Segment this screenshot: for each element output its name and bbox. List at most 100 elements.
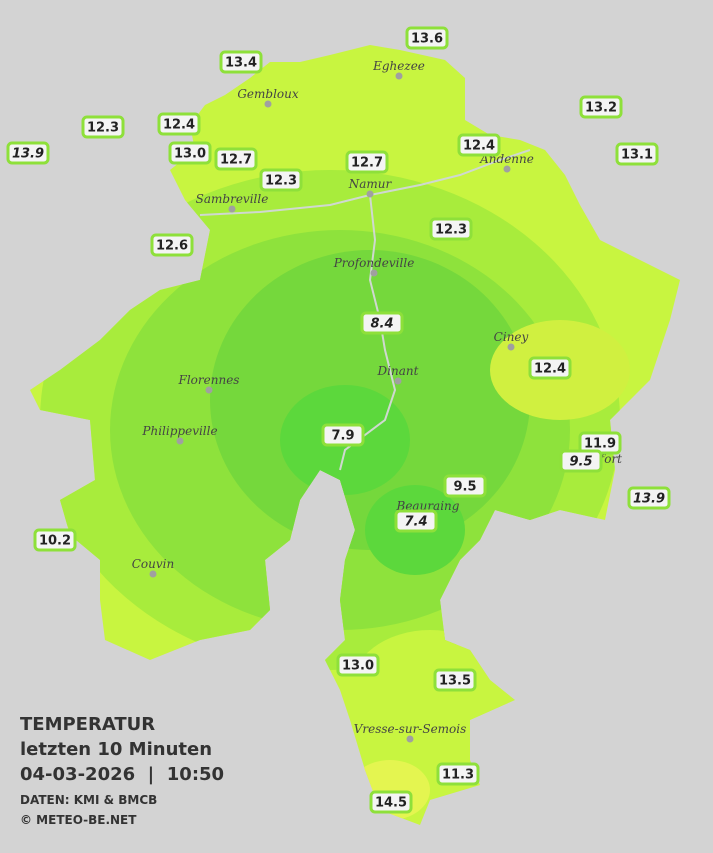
station: 9.5 — [443, 474, 487, 498]
station-box — [433, 668, 477, 692]
station: 12.3 — [429, 217, 473, 241]
station: 12.6 — [150, 233, 194, 257]
station-value: 12.3 — [265, 174, 297, 189]
legend-copyright: © METEO-BE.NET — [20, 813, 137, 827]
station-box — [360, 311, 404, 335]
station-box — [579, 95, 623, 119]
river — [199, 149, 531, 216]
station-value: 11.3 — [442, 768, 474, 783]
station-value: 12.4 — [463, 139, 495, 154]
station-box — [6, 141, 50, 165]
station-value: 12.7 — [351, 156, 383, 171]
station-box — [321, 423, 365, 447]
station-value: 9.5 — [569, 455, 592, 470]
station-value: 12.6 — [156, 239, 188, 254]
station-value: 13.9 — [633, 492, 665, 507]
station-value: 13.2 — [585, 101, 617, 116]
station: 12.4 — [528, 356, 572, 380]
station-box — [150, 233, 194, 257]
station: 13.6 — [405, 26, 449, 50]
station-box — [157, 112, 201, 136]
station-box — [369, 790, 413, 814]
station-box — [615, 142, 659, 166]
legend-title: TEMPERATUR — [20, 714, 155, 735]
station: 12.7 — [345, 150, 389, 174]
station-value: 8.4 — [370, 317, 393, 332]
city-label: Profondeville — [333, 256, 415, 270]
station: 7.9 — [321, 423, 365, 447]
station: 12.7 — [214, 147, 258, 171]
station-box — [33, 528, 77, 552]
city-label: Dinant — [377, 364, 419, 378]
station-box — [345, 150, 389, 174]
station-value: 12.4 — [534, 362, 566, 377]
station: 10.2 — [33, 528, 77, 552]
station-box — [259, 168, 303, 192]
city-label: Ciney — [494, 330, 529, 344]
station-box — [429, 217, 473, 241]
city-label: Namur — [348, 177, 393, 191]
city-dot — [394, 377, 402, 385]
station: 13.4 — [219, 50, 263, 74]
city-dot — [507, 343, 515, 351]
city-label: Vresse-sur-Semois — [354, 722, 467, 736]
station-box — [405, 26, 449, 50]
station: 8.4 — [360, 311, 404, 335]
station-box — [394, 509, 438, 533]
city-dot — [176, 437, 184, 445]
station-value: 13.4 — [225, 56, 257, 71]
station-value: 13.5 — [439, 674, 471, 689]
legend-period: letzten 10 Minuten — [20, 739, 212, 760]
station: 12.3 — [81, 115, 125, 139]
city-dot — [370, 269, 378, 277]
station-value: 12.3 — [435, 223, 467, 238]
station-box — [168, 141, 212, 165]
city-dot — [395, 72, 403, 80]
station: 13.0 — [168, 141, 212, 165]
station: 12.4 — [457, 133, 501, 157]
station-value: 13.0 — [342, 659, 374, 674]
city-dot — [366, 190, 374, 198]
station-value: 13.9 — [12, 147, 44, 162]
station-value: 9.5 — [453, 480, 476, 495]
station-value: 7.4 — [404, 515, 427, 530]
station-value: 10.2 — [39, 534, 71, 549]
station-value: 7.9 — [331, 429, 354, 444]
station-box — [214, 147, 258, 171]
city-dot — [406, 735, 414, 743]
station: 13.2 — [579, 95, 623, 119]
station: 12.4 — [157, 112, 201, 136]
station-value: 12.3 — [87, 121, 119, 136]
station-value: 13.1 — [621, 148, 653, 163]
city-dot — [228, 205, 236, 213]
station-value: 13.6 — [411, 32, 443, 47]
station: 13.9 — [627, 486, 671, 510]
station: 11.3 — [436, 762, 480, 786]
city-dot — [205, 386, 213, 394]
city-label: Florennes — [178, 373, 240, 387]
station-box — [559, 449, 603, 473]
station-value: 11.9 — [584, 437, 616, 452]
station-value: 12.4 — [163, 118, 195, 133]
city-label: Couvin — [132, 557, 174, 571]
city-label: Sambreville — [196, 192, 269, 206]
station-value: 14.5 — [375, 796, 407, 811]
city-dot — [503, 165, 511, 173]
station-value: 12.7 — [220, 153, 252, 168]
legend-source: DATEN: KMI & BMCB — [20, 793, 157, 807]
station: 7.4 — [394, 509, 438, 533]
station: 13.5 — [433, 668, 477, 692]
city-dot — [149, 570, 157, 578]
city-label: Eghezee — [372, 59, 425, 73]
station: 13.9 — [6, 141, 50, 165]
station-box — [219, 50, 263, 74]
station-value: 13.0 — [174, 147, 206, 162]
station: 12.3 — [259, 168, 303, 192]
station-box — [443, 474, 487, 498]
city-label: Gembloux — [237, 87, 299, 101]
legend-timestamp: 04-03-2026 | 10:50 — [20, 764, 224, 785]
station-box — [436, 762, 480, 786]
station-box — [81, 115, 125, 139]
station-box — [336, 653, 380, 677]
